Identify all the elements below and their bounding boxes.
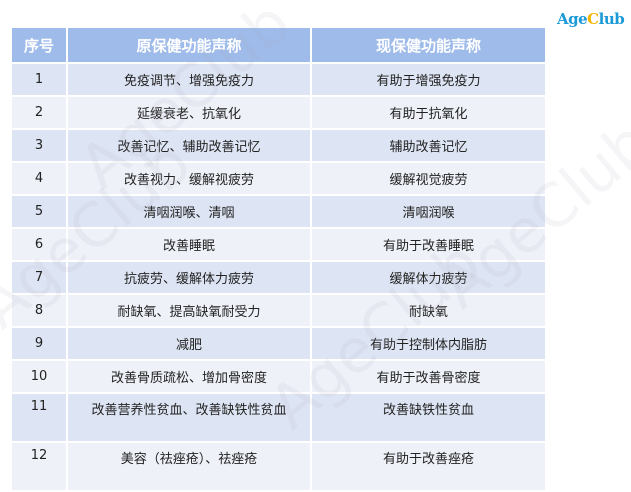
current-claim-cell: 有助于改善睡眠 [310,227,547,262]
table-row: 10 改善骨质疏松、增加骨密度 有助于改善骨密度 [10,359,547,394]
table-row: 8 耐缺氧、提高缺氧耐受力 耐缺氧 [10,293,547,328]
table-row: 4 改善视力、缓解视疲劳 缓解视觉疲劳 [10,161,547,196]
logo-text: lub [598,10,625,28]
index-cell: 2 [10,95,68,130]
current-claim-cell: 改善缺铁性贫血 [310,392,547,443]
current-claim-cell: 耐缺氧 [310,293,547,328]
header-index: 序号 [10,26,68,64]
ageclub-logo: AgeClub [557,10,625,28]
original-claim-cell: 延缓衰老、抗氧化 [66,95,312,130]
original-claim-cell: 减肥 [66,326,312,361]
table-row: 9 减肥 有助于控制体内脂肪 [10,326,547,361]
current-claim-cell: 缓解视觉疲劳 [310,161,547,196]
index-cell: 9 [10,326,68,361]
index-cell: 5 [10,194,68,229]
index-cell: 6 [10,227,68,262]
current-claim-cell: 有助于抗氧化 [310,95,547,130]
current-claim-cell: 缓解体力疲劳 [310,260,547,295]
current-claim-cell: 辅助改善记忆 [310,128,547,163]
original-claim-cell: 改善视力、缓解视疲劳 [66,161,312,196]
original-claim-cell: 改善骨质疏松、增加骨密度 [66,359,312,394]
health-claims-table: 序号 原保健功能声称 现保健功能声称 1 免疫调节、增强免疫力 有助于增强免疫力 2 延… [10,26,547,492]
original-claim-cell: 美容（祛痤疮）、祛痤疮 [66,441,312,492]
table-row: 6 改善睡眠 有助于改善睡眠 [10,227,547,262]
table-header: 序号 原保健功能声称 现保健功能声称 [10,26,547,64]
index-cell: 11 [10,392,68,443]
index-cell: 3 [10,128,68,163]
table-row: 11 改善营养性贫血、改善缺铁性贫血 改善缺铁性贫血 [10,392,547,443]
current-claim-cell: 有助于改善骨密度 [310,359,547,394]
original-claim-cell: 清咽润喉、清咽 [66,194,312,229]
table-row: 5 清咽润喉、清咽 清咽润喉 [10,194,547,229]
current-claim-cell: 有助于控制体内脂肪 [310,326,547,361]
original-claim-cell: 改善睡眠 [66,227,312,262]
current-claim-cell: 有助于增强免疫力 [310,62,547,97]
original-claim-cell: 耐缺氧、提高缺氧耐受力 [66,293,312,328]
current-claim-cell: 有助于改善痤疮 [310,441,547,492]
original-claim-cell: 免疫调节、增强免疫力 [66,62,312,97]
index-cell: 12 [10,441,68,492]
original-claim-cell: 改善记忆、辅助改善记忆 [66,128,312,163]
table-row: 7 抗疲劳、缓解体力疲劳 缓解体力疲劳 [10,260,547,295]
index-cell: 7 [10,260,68,295]
logo-text: Age [557,10,588,28]
index-cell: 1 [10,62,68,97]
original-claim-cell: 抗疲劳、缓解体力疲劳 [66,260,312,295]
index-cell: 8 [10,293,68,328]
header-original-claim: 原保健功能声称 [66,26,312,64]
index-cell: 4 [10,161,68,196]
current-claim-cell: 清咽润喉 [310,194,547,229]
table-row: 12 美容（祛痤疮）、祛痤疮 有助于改善痤疮 [10,441,547,492]
table-row: 3 改善记忆、辅助改善记忆 辅助改善记忆 [10,128,547,163]
table-row: 1 免疫调节、增强免疫力 有助于增强免疫力 [10,62,547,97]
index-cell: 10 [10,359,68,394]
logo-text: C [587,10,599,28]
original-claim-cell: 改善营养性贫血、改善缺铁性贫血 [66,392,312,443]
header-current-claim: 现保健功能声称 [310,26,547,64]
table-row: 2 延缓衰老、抗氧化 有助于抗氧化 [10,95,547,130]
